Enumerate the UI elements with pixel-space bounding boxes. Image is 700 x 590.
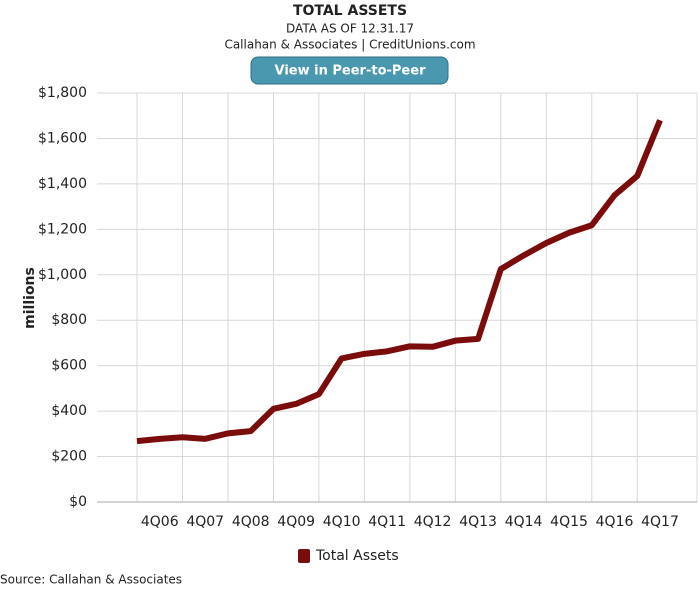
y-tick-label: $0 bbox=[69, 494, 87, 510]
x-tick-label: 4Q12 bbox=[414, 514, 452, 530]
y-tick-label: $1,400 bbox=[38, 176, 87, 192]
y-tick-label: $1,600 bbox=[38, 130, 87, 146]
y-tick-label: $1,800 bbox=[38, 85, 87, 101]
x-tick-label: 4Q06 bbox=[141, 514, 179, 530]
button-bg[interactable] bbox=[250, 56, 449, 85]
y-tick-label: $1,000 bbox=[38, 267, 87, 283]
peer-button[interactable]: View in Peer-to-Peer bbox=[250, 56, 449, 85]
x-tick-label: 4Q15 bbox=[550, 514, 588, 530]
chart-credit: Callahan & Associates | CreditUnions.com bbox=[224, 38, 475, 52]
legend-swatch bbox=[298, 549, 310, 563]
y-tick-label: $1,200 bbox=[38, 221, 87, 237]
x-tick-label: 4Q10 bbox=[323, 514, 361, 530]
y-axis-label: millions bbox=[22, 267, 38, 329]
x-tick-label: 4Q08 bbox=[232, 514, 270, 530]
y-tick-label: $800 bbox=[51, 312, 87, 328]
legend-label: Total Assets bbox=[315, 548, 399, 564]
x-tick-label: 4Q07 bbox=[186, 514, 224, 530]
chart-subtitle: DATA AS OF 12.31.17 bbox=[286, 22, 414, 36]
x-tick-label: 4Q14 bbox=[505, 514, 543, 530]
y-tick-label: $200 bbox=[51, 449, 87, 465]
x-tick-label: 4Q13 bbox=[459, 514, 497, 530]
x-tick-label: 4Q17 bbox=[641, 514, 679, 530]
chart-title: TOTAL ASSETS bbox=[293, 3, 407, 19]
x-tick-label: 4Q09 bbox=[277, 514, 315, 530]
source: Source: Callahan & Associates bbox=[0, 573, 182, 587]
y-tick-label: $400 bbox=[51, 403, 87, 419]
x-tick-label: 4Q11 bbox=[368, 514, 406, 530]
line-series bbox=[136, 119, 663, 445]
y-tick-label: $600 bbox=[51, 358, 87, 374]
x-tick-label: 4Q16 bbox=[596, 514, 634, 530]
button-label[interactable]: View in Peer-to-Peer bbox=[275, 64, 427, 79]
